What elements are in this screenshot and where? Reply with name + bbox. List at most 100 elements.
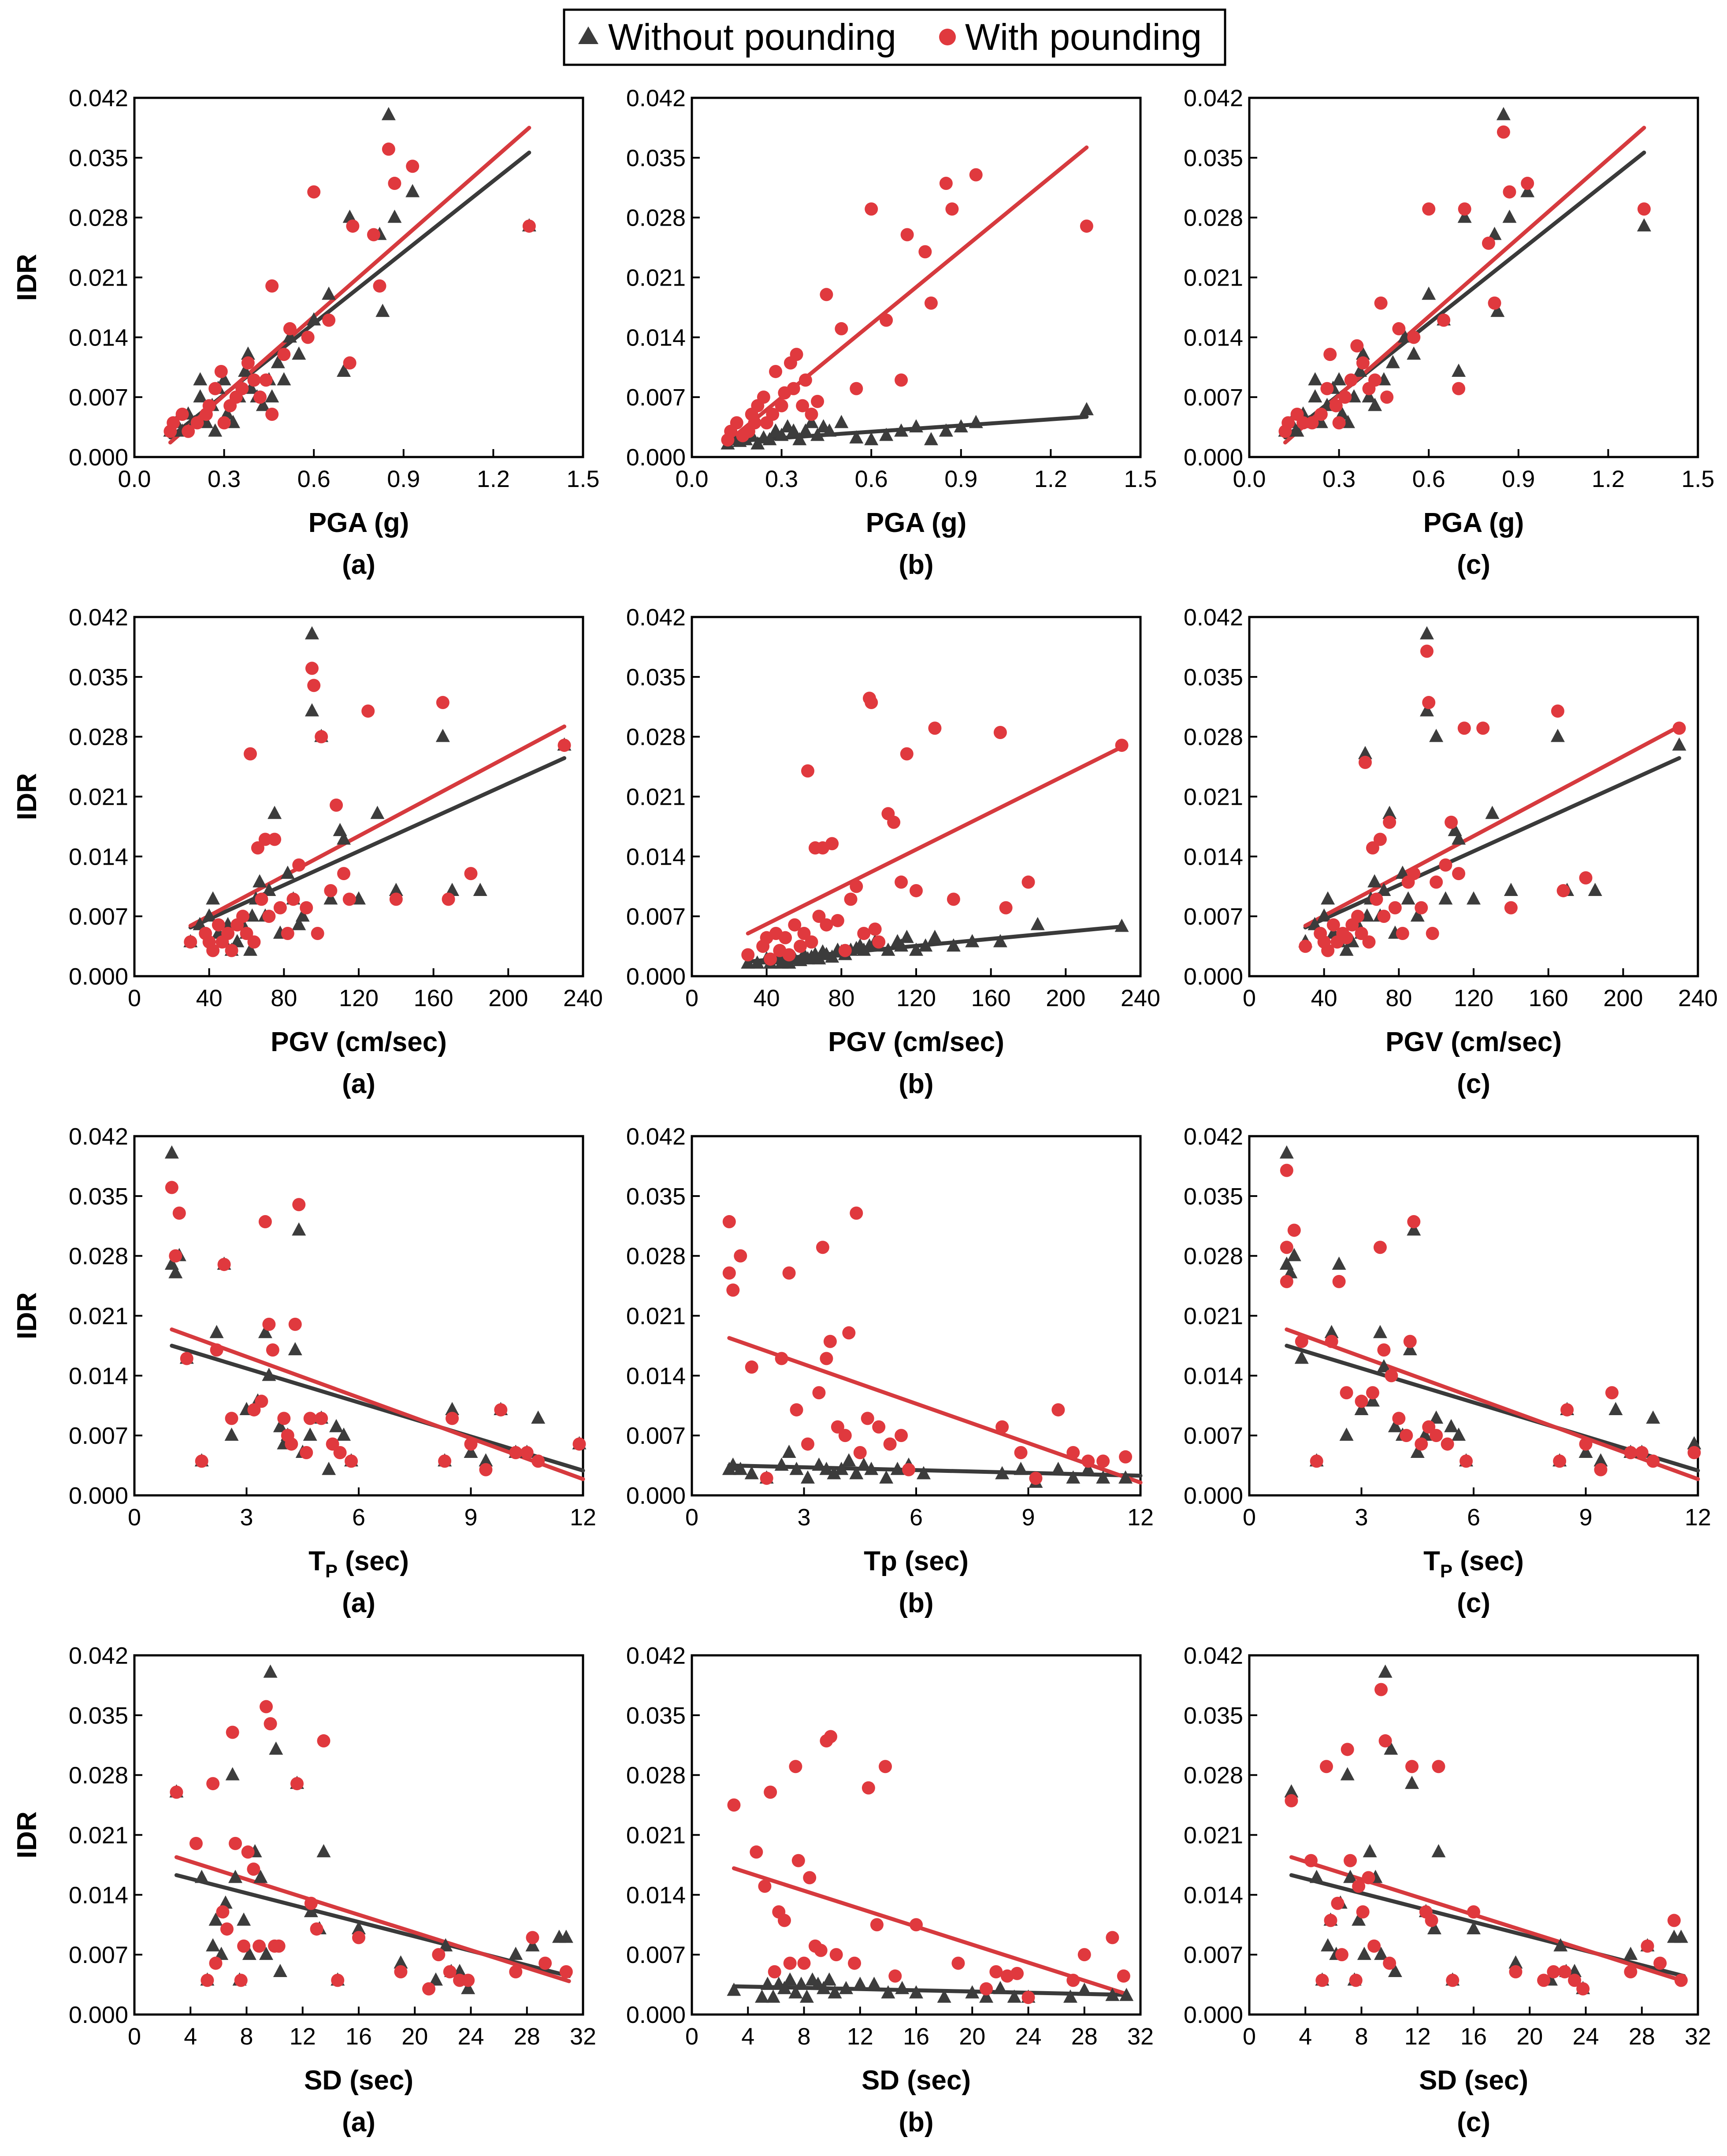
y-tick-label: 0.035	[69, 1183, 128, 1210]
x-tick-label: 200	[1046, 985, 1085, 1011]
y-tick-label: 0.035	[1184, 664, 1243, 691]
point-with	[1482, 236, 1495, 250]
point-with	[1315, 1974, 1329, 1987]
point-without	[262, 1368, 276, 1381]
y-tick-label: 0.042	[69, 85, 128, 112]
y-tick-label: 0.021	[626, 1822, 686, 1849]
point-with	[1378, 1734, 1392, 1748]
point-with	[1377, 1343, 1391, 1357]
y-tick-label: 0.014	[626, 1882, 686, 1908]
point-with	[797, 1956, 811, 1970]
point-with	[330, 798, 343, 812]
point-with	[262, 1317, 276, 1331]
y-tick-label: 0.014	[69, 1882, 128, 1908]
point-without	[1356, 346, 1370, 360]
y-tick-label: 0.021	[69, 265, 128, 291]
point-with	[208, 382, 222, 395]
point-with	[307, 679, 321, 692]
point-with	[945, 202, 959, 216]
point-without	[1410, 1444, 1425, 1458]
point-with	[1077, 1948, 1091, 1962]
point-with	[1295, 1334, 1308, 1348]
point-without	[1308, 389, 1322, 403]
x-tick-label: 0.9	[944, 466, 977, 492]
point-with	[1415, 1437, 1428, 1451]
panel-label: (a)	[342, 1588, 375, 1618]
point-with	[509, 1965, 523, 1978]
point-with	[285, 1437, 298, 1451]
y-tick-label: 0.021	[626, 1303, 686, 1330]
point-with	[1388, 901, 1402, 914]
point-with	[797, 926, 811, 940]
point-with	[1325, 1334, 1338, 1348]
point-with	[214, 364, 228, 378]
point-with	[1403, 1334, 1417, 1348]
y-tick-label: 0.035	[1184, 145, 1243, 171]
point-with	[258, 833, 272, 846]
point-without	[1096, 1470, 1110, 1484]
point-with	[1319, 1760, 1333, 1773]
point-without	[405, 184, 420, 197]
point-with	[1407, 867, 1421, 881]
point-with	[850, 1206, 863, 1220]
point-with	[1367, 1939, 1381, 1953]
point-without	[890, 1461, 905, 1475]
point-without	[1287, 1248, 1301, 1261]
x-tick-label: 28	[1071, 2023, 1098, 2050]
y-tick-label: 0.042	[1184, 1123, 1243, 1150]
point-without	[1309, 1870, 1324, 1883]
point-with	[1310, 1454, 1323, 1468]
point-without	[375, 304, 390, 317]
point-with	[1579, 871, 1593, 885]
point-with	[1351, 910, 1365, 923]
x-tick-label: 40	[1311, 985, 1337, 1011]
plot-frame	[1248, 1135, 1699, 1497]
point-with	[241, 1845, 255, 1859]
point-with	[801, 1437, 814, 1451]
point-with	[310, 1922, 323, 1936]
fit-line-with	[746, 745, 1124, 936]
y-tick-label: 0.014	[69, 1363, 128, 1389]
y-tick-label: 0.028	[1184, 1243, 1243, 1270]
point-without	[822, 1972, 836, 1986]
point-with	[494, 1403, 508, 1416]
point-without	[1457, 209, 1472, 223]
point-with	[1452, 382, 1466, 395]
point-without	[1403, 1342, 1417, 1356]
point-with	[277, 348, 291, 361]
point-with	[1355, 1394, 1368, 1408]
legend-marker-with	[939, 29, 956, 45]
point-with	[782, 1266, 796, 1280]
point-with	[216, 1905, 230, 1919]
point-without	[1452, 831, 1466, 845]
y-tick-label: 0.035	[69, 145, 128, 171]
point-with	[406, 160, 420, 173]
x-tick-label: 9	[1579, 1504, 1592, 1531]
point-with	[1340, 931, 1353, 944]
point-without	[894, 938, 909, 952]
panel-1-b: 0.000 0.007 0.014 0.021 0.028 0.035 0.042 0.0 0.…	[626, 85, 1157, 580]
y-tick-label: 0.021	[1184, 1822, 1243, 1849]
point-without	[909, 942, 923, 956]
y-tick-label: 0.014	[69, 324, 128, 351]
point-with	[790, 348, 803, 361]
x-tick-label: 32	[1685, 2023, 1711, 2050]
point-without	[939, 423, 953, 437]
point-with	[1430, 1429, 1443, 1442]
point-without	[1672, 737, 1686, 751]
point-with	[995, 1420, 1009, 1434]
point-without	[228, 1870, 243, 1883]
point-without	[1637, 218, 1651, 232]
point-without	[881, 942, 895, 956]
point-without	[733, 1461, 748, 1475]
y-tick-label: 0.035	[69, 664, 128, 691]
x-tick-label: 28	[1629, 2023, 1655, 2050]
point-with	[443, 1965, 457, 1978]
point-without	[1354, 1401, 1369, 1415]
panel-label: (b)	[899, 550, 933, 580]
point-without	[168, 1265, 183, 1279]
point-with	[790, 1403, 803, 1416]
y-tick-label: 0.000	[69, 2002, 128, 2028]
y-tick-label: 0.014	[1184, 324, 1243, 351]
y-tick-label: 0.042	[1184, 604, 1243, 631]
